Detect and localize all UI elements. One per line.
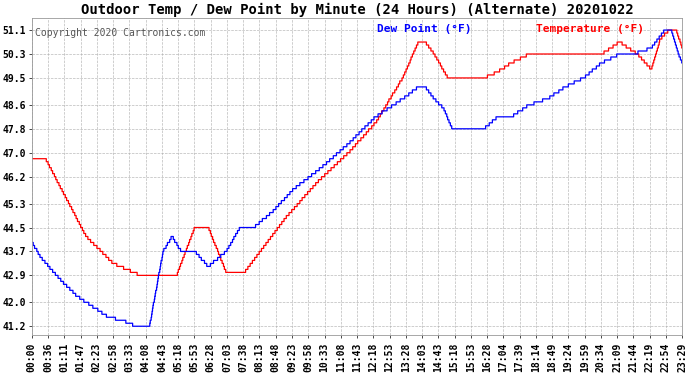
Text: Copyright 2020 Cartronics.com: Copyright 2020 Cartronics.com — [35, 28, 206, 38]
Title: Outdoor Temp / Dew Point by Minute (24 Hours) (Alternate) 20201022: Outdoor Temp / Dew Point by Minute (24 H… — [81, 3, 633, 17]
Text: Temperature (°F): Temperature (°F) — [536, 24, 644, 34]
Text: Dew Point (°F): Dew Point (°F) — [377, 24, 471, 34]
